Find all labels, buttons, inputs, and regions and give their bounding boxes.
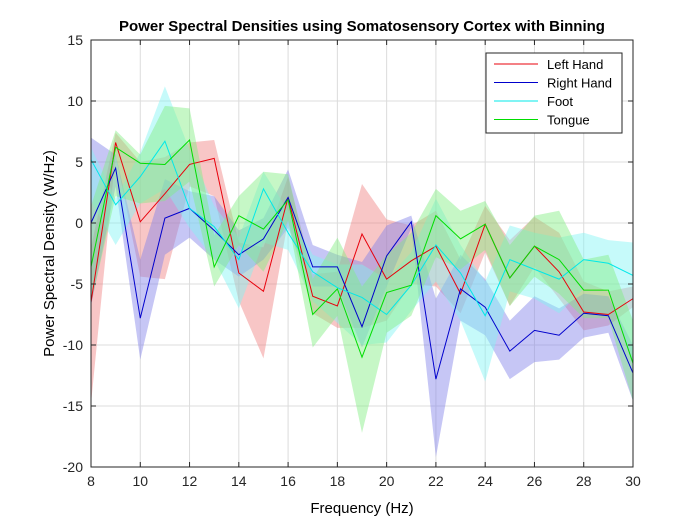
line-tongue — [90, 139, 634, 364]
y-tick-label: 10 — [67, 93, 83, 109]
y-tick-label: -20 — [63, 459, 83, 475]
y-tick-label: 5 — [75, 154, 83, 170]
legend-label-left-hand: Left Hand — [547, 57, 603, 72]
band-left-hand — [91, 132, 633, 404]
x-tick-label: 20 — [379, 473, 395, 489]
axis-ticks: 8 10 12 14 16 18 20 22 24 26 28 30 -20 -15 -10 -5 0 5 10 15 — [63, 32, 641, 489]
x-tick-label: 22 — [428, 473, 444, 489]
legend-label-foot: Foot — [547, 94, 573, 109]
line-right-hand — [90, 166, 634, 380]
band-foot — [91, 86, 633, 382]
x-tick-label: 26 — [527, 473, 543, 489]
chart-title: Power Spectral Densities using Somatosen… — [119, 18, 605, 35]
line-foot — [90, 140, 634, 317]
x-axis-label: Frequency (Hz) — [310, 500, 413, 517]
y-tick-label: 0 — [75, 215, 83, 231]
x-tick-label: 24 — [477, 473, 493, 489]
y-tick-label: -5 — [71, 276, 84, 292]
y-tick-label: -15 — [63, 398, 83, 414]
legend: Left Hand Right Hand Foot Tongue — [485, 52, 623, 134]
x-tick-label: 30 — [625, 473, 641, 489]
x-tick-label: 10 — [132, 473, 148, 489]
y-tick-label: 15 — [67, 32, 83, 48]
legend-label-right-hand: Right Hand — [547, 76, 612, 91]
legend-label-tongue: Tongue — [547, 113, 590, 128]
x-tick-label: 8 — [87, 473, 95, 489]
y-tick-label: -10 — [63, 337, 83, 353]
x-tick-label: 16 — [280, 473, 296, 489]
x-tick-label: 18 — [330, 473, 346, 489]
band-tongue — [91, 105, 633, 433]
line-left-hand — [90, 142, 634, 316]
x-tick-label: 12 — [182, 473, 198, 489]
x-tick-label: 14 — [231, 473, 247, 489]
y-axis-label: Power Spectral Density (W/Hz) — [41, 150, 58, 357]
plot-frame — [90, 39, 634, 468]
series-lines — [90, 139, 634, 380]
x-tick-label: 28 — [576, 473, 592, 489]
